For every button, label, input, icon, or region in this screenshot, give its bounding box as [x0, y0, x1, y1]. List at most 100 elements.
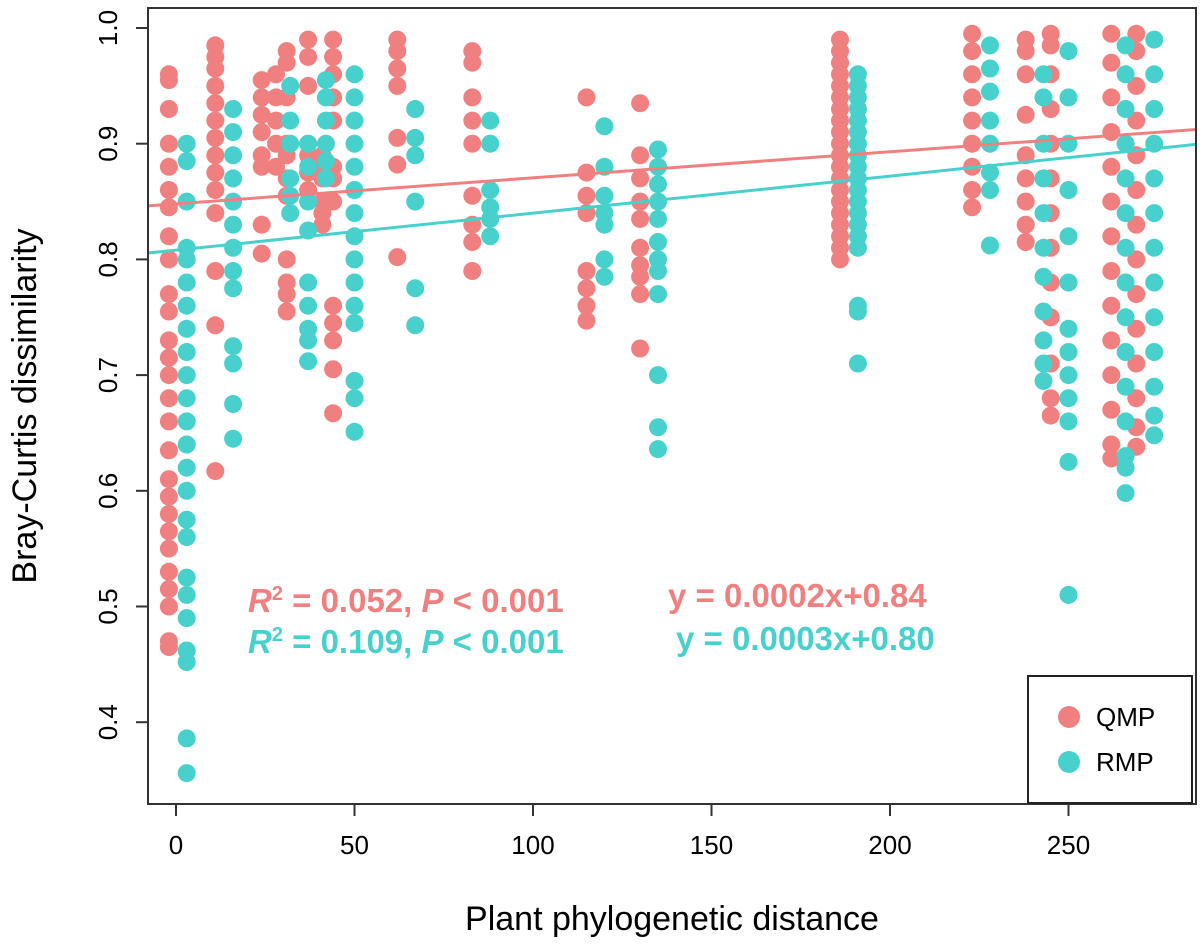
point-qmp: [631, 256, 650, 275]
point-qmp: [159, 302, 178, 321]
point-rmp: [649, 285, 667, 304]
point-qmp: [206, 204, 225, 223]
point-rmp: [1145, 308, 1164, 327]
point-qmp: [206, 462, 225, 481]
point-qmp: [206, 36, 225, 55]
point-qmp: [577, 311, 596, 330]
point-qmp: [159, 134, 178, 153]
legend-label-qmp: QMP: [1096, 702, 1155, 732]
point-qmp: [1102, 262, 1121, 280]
point-rmp: [649, 209, 667, 228]
point-rmp: [224, 123, 243, 142]
point-qmp: [159, 470, 178, 489]
point-rmp: [299, 296, 318, 315]
point-qmp: [577, 262, 596, 280]
point-qmp: [1102, 88, 1121, 107]
point-rmp: [177, 366, 196, 385]
point-qmp: [1127, 319, 1146, 338]
point-qmp: [577, 88, 596, 107]
point-qmp: [1016, 215, 1035, 234]
point-rmp: [224, 238, 243, 257]
y-axis: 0.4 0.5 0.6 0.7 0.8 0.9 1.0: [93, 10, 148, 740]
point-qmp: [388, 30, 407, 49]
point-qmp: [963, 181, 982, 199]
rmp-equation: y = 0.0003x+0.80: [676, 620, 935, 657]
point-qmp: [1016, 146, 1035, 165]
point-rmp: [1059, 412, 1078, 431]
legend-label-rmp: RMP: [1096, 747, 1154, 777]
point-rmp: [1059, 273, 1078, 292]
point-rmp: [406, 146, 425, 165]
point-rmp: [649, 440, 667, 459]
point-qmp: [963, 42, 982, 61]
point-rmp: [1034, 65, 1053, 84]
point-rmp: [177, 296, 196, 315]
point-qmp: [159, 562, 178, 581]
x-axis-title: Plant phylogenetic distance: [465, 900, 879, 938]
point-rmp: [1034, 88, 1053, 107]
point-qmp: [324, 296, 343, 315]
point-qmp: [206, 316, 225, 335]
point-qmp: [277, 273, 296, 292]
point-rmp: [649, 233, 667, 251]
point-rmp: [345, 88, 364, 107]
point-rmp: [177, 458, 196, 477]
point-qmp: [1102, 435, 1121, 454]
point-qmp: [631, 94, 650, 113]
point-rmp: [1059, 181, 1078, 199]
point-rmp: [1034, 371, 1053, 390]
point-qmp: [1127, 354, 1146, 373]
point-qmp: [277, 250, 296, 269]
point-qmp: [267, 65, 285, 84]
y-tick-label: 0.4: [93, 704, 123, 740]
point-rmp: [981, 59, 999, 78]
point-qmp: [252, 88, 271, 107]
point-qmp: [463, 42, 482, 61]
point-rmp: [1034, 238, 1053, 257]
point-qmp: [463, 233, 482, 251]
point-qmp: [1102, 296, 1121, 315]
point-rmp: [177, 729, 196, 748]
point-qmp: [159, 389, 178, 408]
point-qmp: [159, 100, 178, 118]
point-rmp: [481, 198, 500, 217]
point-rmp: [1059, 88, 1078, 107]
point-qmp: [159, 504, 178, 523]
point-rmp: [481, 111, 500, 130]
point-rmp: [345, 111, 364, 130]
point-rmp: [1034, 302, 1053, 321]
qmp-stats-annotation: R2 = 0.052, P < 0.001: [248, 582, 564, 619]
point-qmp: [206, 76, 225, 95]
legend-box: [1027, 675, 1193, 804]
point-qmp: [1102, 227, 1121, 246]
point-qmp: [1016, 169, 1035, 188]
point-rmp: [224, 337, 243, 356]
point-qmp: [631, 339, 650, 358]
point-rmp: [649, 175, 667, 194]
point-rmp: [1034, 354, 1053, 373]
point-rmp: [1059, 42, 1078, 61]
point-qmp: [252, 123, 271, 142]
qmp-equation: y = 0.0002x+0.84: [668, 577, 927, 614]
point-rmp: [406, 279, 425, 298]
x-axis: 0 50 100 150 200 250: [169, 804, 1090, 860]
point-qmp: [206, 163, 225, 182]
point-qmp: [1041, 24, 1060, 43]
point-rmp: [345, 250, 364, 269]
point-qmp: [463, 111, 482, 130]
point-qmp: [631, 238, 650, 257]
point-qmp: [159, 412, 178, 431]
point-rmp: [299, 192, 318, 211]
point-qmp: [159, 522, 178, 541]
point-rmp: [316, 88, 335, 107]
point-qmp: [1127, 76, 1146, 95]
point-rmp: [316, 152, 335, 171]
point-qmp: [159, 250, 178, 269]
point-rmp: [595, 117, 614, 136]
x-tick-label: 50: [340, 830, 369, 860]
point-qmp: [159, 632, 178, 651]
point-qmp: [577, 296, 596, 315]
point-qmp: [1127, 215, 1146, 234]
point-rmp: [224, 279, 243, 298]
point-qmp: [299, 47, 318, 66]
